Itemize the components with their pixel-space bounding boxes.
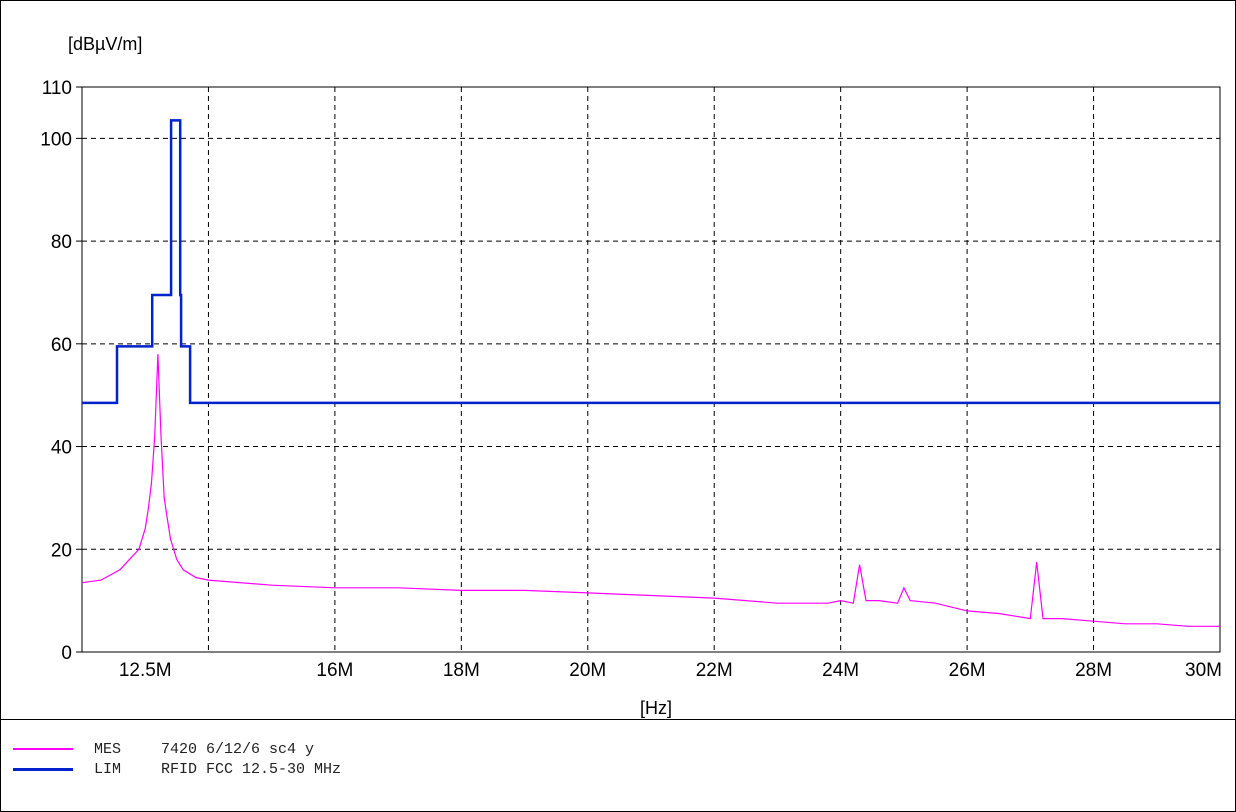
legend-item-mes: MES 7420 6/12/6 sc4 y (13, 739, 314, 759)
x-axis-label: [Hz] (640, 698, 672, 718)
x-tick-label: 22M (696, 660, 733, 681)
y-axis-label: [dBµV/m] (68, 34, 142, 54)
x-tick-label: 30M (1185, 660, 1222, 681)
x-tick-label: 24M (822, 660, 859, 681)
legend-key-mes: MES (94, 740, 122, 758)
series-line-lim (82, 119, 1220, 405)
legend-swatch-mes (13, 748, 73, 750)
y-tick-label: 0 (61, 643, 72, 664)
y-tick-label: 60 (51, 335, 72, 356)
chart: 0 20 40 60 80 100 110 12.5M 16M 18M 20M 22M 24M 26M 28… (40, 34, 1222, 718)
x-tick-label: 18M (443, 660, 480, 681)
y-tick-label: 110 (42, 78, 72, 99)
x-tick-label: 16M (316, 660, 353, 681)
x-tick-label: 12.5M (119, 660, 172, 681)
legend-item-lim: LIM RFID FCC 12.5-30 MHz (13, 759, 341, 779)
legend-swatch-lim (13, 767, 73, 771)
plot-frame (81, 86, 1221, 653)
series-line-mes (81, 354, 1220, 627)
legend-divider (1, 719, 1235, 720)
legend-key-lim: LIM (94, 760, 122, 778)
x-tick-label: 28M (1075, 660, 1112, 681)
legend-label-mes: 7420 6/12/6 sc4 y (161, 740, 315, 758)
legend-label-lim: RFID FCC 12.5-30 MHz (161, 760, 342, 778)
y-tick-label: 100 (40, 129, 72, 150)
y-tick-label: 20 (51, 540, 72, 561)
y-tick-label: 40 (51, 438, 72, 459)
y-tick-label: 80 (51, 232, 72, 253)
x-tick-label: 26M (949, 660, 986, 681)
x-tick-label: 20M (569, 660, 606, 681)
